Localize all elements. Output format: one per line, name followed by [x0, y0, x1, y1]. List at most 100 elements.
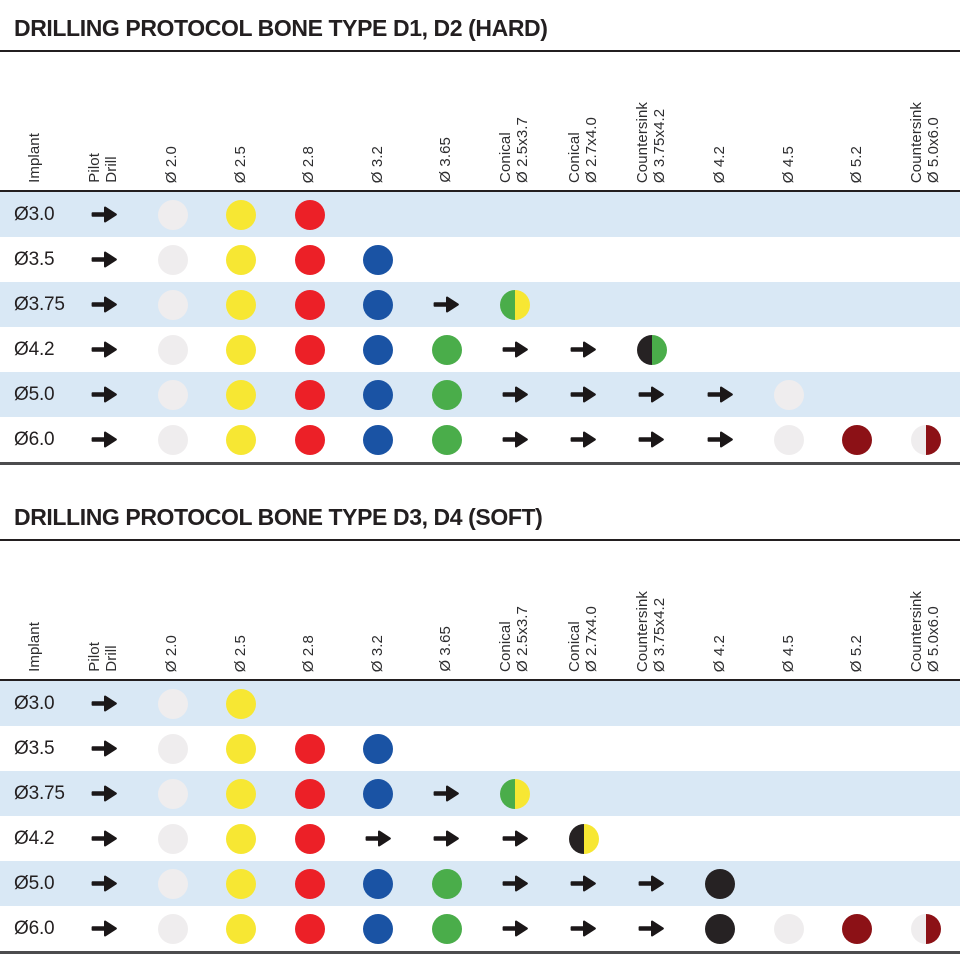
protocol-cell [275, 868, 343, 899]
column-header-label: Ø 2.5 [231, 145, 249, 183]
protocol-cell [275, 913, 343, 944]
protocol-cell [823, 913, 891, 944]
protocol-cell [207, 868, 275, 899]
protocol-cell [138, 778, 206, 809]
protocol-cell [138, 424, 206, 455]
drill-dot-red [294, 913, 325, 944]
protocol-cell [412, 295, 480, 314]
arrow-icon [91, 386, 117, 403]
arrow-icon [502, 431, 528, 448]
arrow-icon [433, 296, 459, 313]
drill-dot-gray [157, 913, 188, 944]
arrow-icon [570, 875, 596, 892]
arrow-icon [365, 830, 391, 847]
table-row-3.0: Ø3.0 [0, 192, 960, 237]
implant-label: Ø4.2 [14, 338, 55, 360]
protocol-cell [207, 733, 275, 764]
protocol-cell [138, 289, 206, 320]
table-row-5.0: Ø5.0 [0, 861, 960, 906]
drill-dot-red [294, 289, 325, 320]
protocol-cell [618, 334, 686, 365]
drill-dot-green [431, 424, 462, 455]
arrow-icon [570, 341, 596, 358]
drill-dot-red [294, 244, 325, 275]
protocol-cell [138, 868, 206, 899]
column-header-conical-2.5x3.7: Conical Ø 2.5x3.7 [481, 52, 549, 190]
implant-label: Ø3.5 [14, 248, 55, 270]
drill-dot-maroon [842, 913, 873, 944]
table-row-3.0: Ø3.0 [0, 681, 960, 726]
column-header-label: Implant [25, 133, 43, 183]
column-header-2.8: Ø 2.8 [275, 541, 343, 679]
table-row-4.2: Ø4.2 [0, 327, 960, 372]
protocol-cell [755, 913, 823, 944]
split-dot-black-yellow [568, 823, 599, 854]
drill-dot-blue [363, 244, 394, 275]
protocol-cell [618, 430, 686, 449]
column-header-label: Ø 3.2 [368, 145, 386, 183]
protocol-cell [275, 823, 343, 854]
column-header-label: Ø 4.2 [711, 145, 729, 183]
table-row-3.5: Ø3.5 [0, 726, 960, 771]
drill-dot-blue [363, 379, 394, 410]
arrow-icon [91, 740, 117, 757]
protocol-cell [412, 829, 480, 848]
protocol-cell [70, 385, 138, 404]
column-header-label: Ø 4.2 [711, 634, 729, 672]
protocol-cell [138, 823, 206, 854]
arrow-icon [639, 920, 665, 937]
column-header-4.2: Ø 4.2 [686, 541, 754, 679]
arrow-icon [91, 341, 117, 358]
protocol-table-soft: DRILLING PROTOCOL BONE TYPE D3, D4 (SOFT… [0, 489, 960, 954]
protocol-cell [70, 205, 138, 224]
protocol-cell [275, 778, 343, 809]
protocol-cell [686, 868, 754, 899]
protocol-cell [686, 913, 754, 944]
protocol-cell [138, 199, 206, 230]
drill-dot-yellow [226, 424, 257, 455]
drill-dot-gray [157, 868, 188, 899]
protocol-cell [618, 919, 686, 938]
protocol-cell [138, 244, 206, 275]
column-header-5.2: Ø 5.2 [823, 541, 891, 679]
implant-label: Ø6.0 [14, 428, 55, 450]
column-header-3.2: Ø 3.2 [344, 52, 412, 190]
drill-dot-red [294, 823, 325, 854]
column-header-2.0: Ø 2.0 [138, 52, 206, 190]
arrow-icon [91, 206, 117, 223]
protocol-cell [70, 295, 138, 314]
drill-dot-black [705, 868, 736, 899]
drill-dot-blue [363, 424, 394, 455]
drill-dot-green [431, 334, 462, 365]
implant-label: Ø3.75 [14, 782, 65, 804]
protocol-cell [207, 913, 275, 944]
protocol-cell [549, 874, 617, 893]
drill-dot-yellow [226, 823, 257, 854]
column-header-2.0: Ø 2.0 [138, 541, 206, 679]
column-header-label: Ø 2.5 [231, 634, 249, 672]
arrow-icon [570, 386, 596, 403]
protocol-cell [481, 430, 549, 449]
drill-dot-blue [363, 868, 394, 899]
column-header-implant: Implant [0, 52, 70, 190]
protocol-cell [70, 784, 138, 803]
column-header-row: Implant Pilot Drill Ø 2.0 Ø 2.5 Ø 2.8 Ø 3.2 Ø … [0, 541, 960, 681]
protocol-cell [207, 688, 275, 719]
column-header-countersink-5.0x6.0: Countersink Ø 5.0x6.0 [892, 541, 960, 679]
protocol-cell [481, 340, 549, 359]
protocol-cell [70, 829, 138, 848]
split-dot-green-yellow [500, 778, 531, 809]
table-title-block: DRILLING PROTOCOL BONE TYPE D1, D2 (HARD… [0, 0, 960, 52]
arrow-icon [639, 875, 665, 892]
drill-dot-gray [773, 424, 804, 455]
protocol-cell [138, 733, 206, 764]
column-header-label: Countersink Ø 5.0x6.0 [908, 101, 942, 183]
drill-dot-red [294, 778, 325, 809]
column-header-label: Conical Ø 2.5x3.7 [497, 117, 532, 183]
protocol-cell [892, 913, 960, 944]
column-header-label: Countersink Ø 5.0x6.0 [908, 590, 942, 672]
protocol-cell [344, 733, 412, 764]
protocol-cell [70, 694, 138, 713]
arrow-icon [91, 785, 117, 802]
implant-label: Ø6.0 [14, 917, 55, 939]
